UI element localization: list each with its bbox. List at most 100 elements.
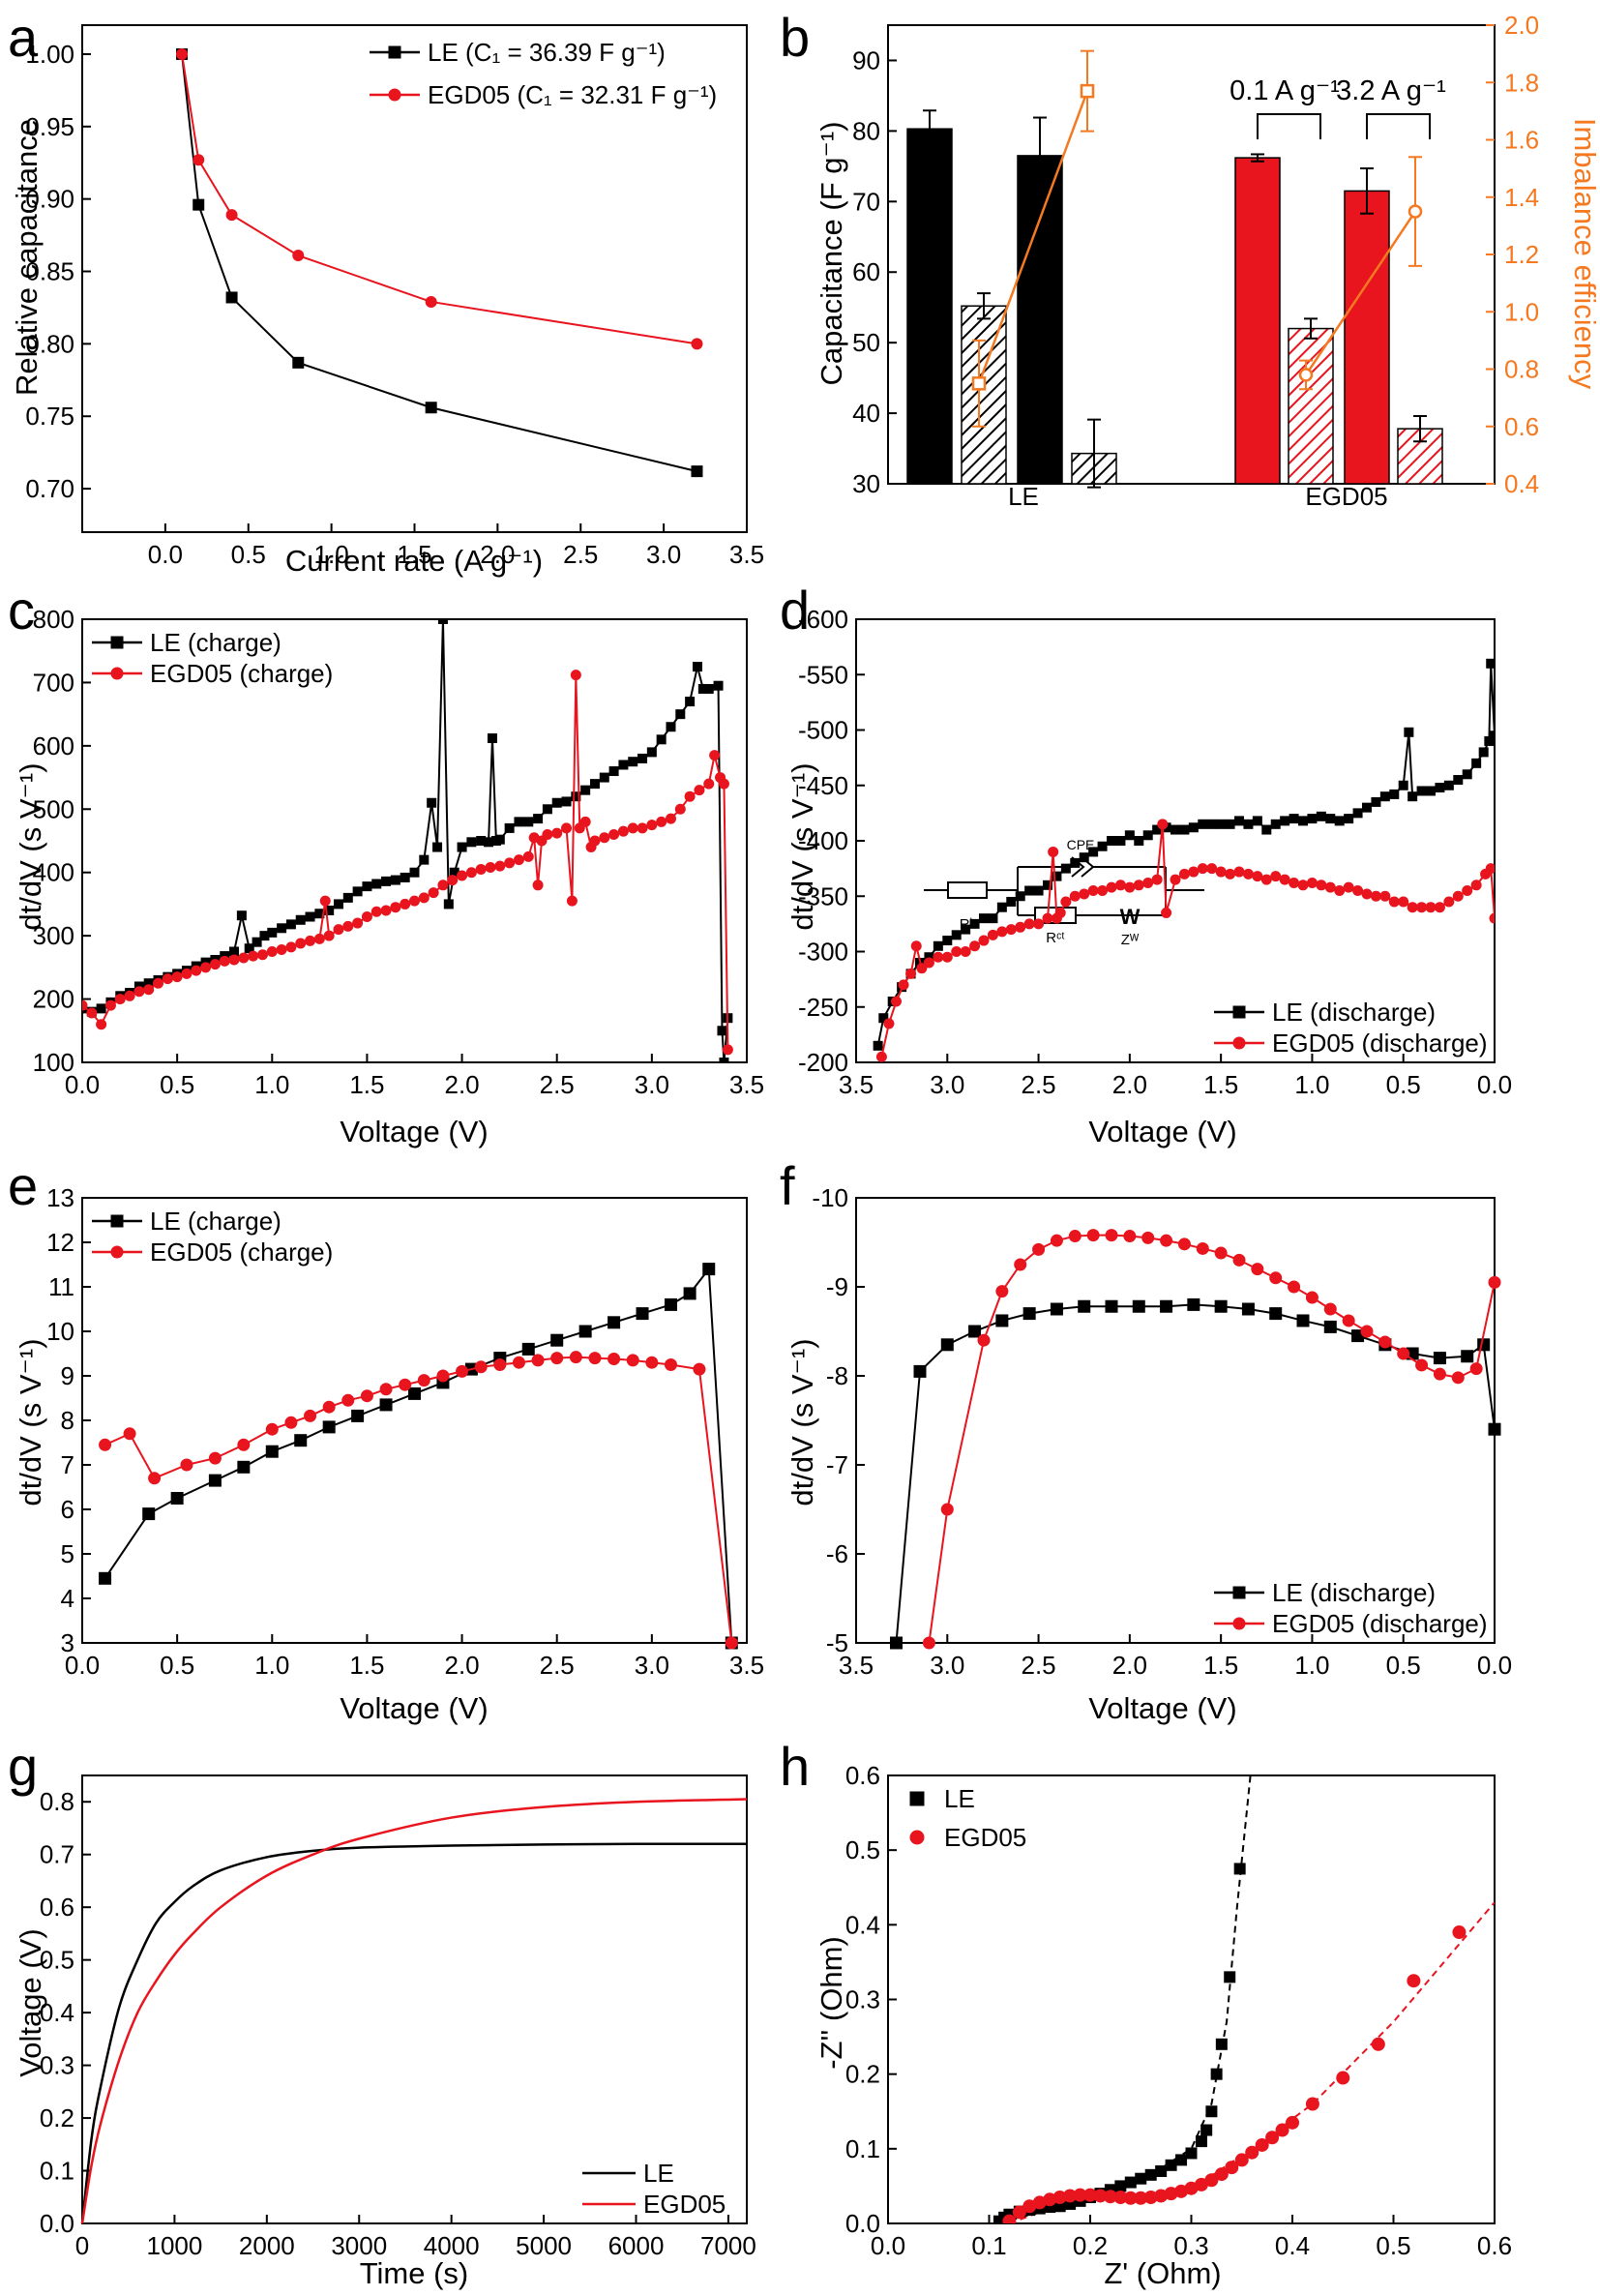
data-point-d <box>1188 822 1199 833</box>
data-point-f <box>1014 1258 1027 1271</box>
legend-entry-g: EGD05 <box>643 2190 726 2219</box>
x-tick-label-e: 1.5 <box>349 1651 384 1680</box>
data-point-c <box>618 760 629 770</box>
y-tick-label-h: 0.2 <box>845 2060 880 2089</box>
data-point-d <box>1152 824 1163 835</box>
data-point-d <box>1470 880 1482 891</box>
data-point-a <box>193 198 205 211</box>
data-point-e <box>123 1427 136 1441</box>
legend-entry-a: LE (C₁ = 36.39 F g⁻¹) <box>428 38 666 67</box>
data-point-f <box>1397 1347 1410 1360</box>
y-tick-label-a: 0.75 <box>25 402 74 431</box>
data-point-h <box>1194 2177 1208 2192</box>
data-point-imbalance-le <box>971 376 987 391</box>
data-point-d <box>1124 881 1136 893</box>
data-point-c <box>457 842 467 852</box>
data-point-d <box>1079 852 1089 863</box>
data-point-c <box>428 887 439 899</box>
data-point-c <box>504 822 515 833</box>
data-point-h <box>1275 2123 1289 2137</box>
data-point-d <box>1389 789 1400 799</box>
data-point-d <box>1170 824 1180 835</box>
data-point-d <box>1225 819 1235 829</box>
data-point-c <box>656 734 667 745</box>
y2-tick-label-b: 1.4 <box>1504 183 1539 212</box>
data-point-c <box>333 924 344 936</box>
data-point-c <box>443 899 454 909</box>
data-point-c <box>342 892 353 903</box>
data-point-e <box>725 1636 738 1650</box>
data-point-d <box>1260 874 1272 885</box>
data-point-h <box>1204 2173 1219 2188</box>
data-point-e <box>265 1422 279 1436</box>
y-tick-label-e: 7 <box>61 1450 74 1479</box>
x-tick-label-d: 0.5 <box>1386 1070 1421 1099</box>
x-tick-label-g: 5000 <box>516 2231 572 2260</box>
data-point-f <box>940 1503 954 1516</box>
data-point-d <box>1242 868 1254 880</box>
data-point-c <box>114 994 126 1005</box>
data-point-d <box>1352 885 1364 897</box>
data-point-d <box>1352 808 1363 819</box>
y-tick-label-g: 0.4 <box>40 1998 74 2027</box>
data-point-e <box>417 1374 430 1387</box>
data-point-h <box>1286 2115 1299 2130</box>
data-point-d <box>883 1018 895 1029</box>
data-point-c <box>427 797 437 808</box>
data-point-d <box>1435 783 1445 793</box>
data-point-d <box>1334 816 1345 826</box>
data-point-legend-f <box>1232 1586 1246 1599</box>
series-line-g <box>80 1798 748 2224</box>
data-point-d <box>1107 836 1116 846</box>
x-tick-label-f: 1.0 <box>1294 1651 1329 1680</box>
data-point-d <box>1070 857 1081 868</box>
data-point-c <box>551 797 562 808</box>
y-tick-label-g: 0.8 <box>40 1787 74 1816</box>
data-point-c <box>295 938 307 949</box>
data-point-d <box>1343 881 1354 893</box>
data-point-c <box>485 861 496 873</box>
data-point-d <box>1161 907 1172 918</box>
data-point-e <box>607 1353 621 1366</box>
data-point-d <box>1490 731 1495 741</box>
data-point-f <box>1123 1230 1137 1243</box>
panel-label-h: h <box>780 1736 810 1797</box>
x-tick-label-g: 2000 <box>239 2231 295 2260</box>
data-point-c <box>523 817 534 827</box>
y-tick-label-a: 0.95 <box>25 112 74 141</box>
data-point-legend-e <box>110 1214 124 1228</box>
data-point-d <box>1015 921 1026 933</box>
data-point-c <box>646 747 657 758</box>
legend-entry-e: EGD05 (charge) <box>150 1237 333 1267</box>
y-tick-label-d: -250 <box>798 993 848 1022</box>
data-point-d <box>1170 874 1181 885</box>
data-point-d <box>961 924 971 935</box>
y-tick-label-c: 300 <box>33 921 74 950</box>
data-point-f <box>922 1636 935 1650</box>
data-point-h <box>1144 2168 1157 2181</box>
ylabel-c: dt/dV (s V⁻¹) <box>14 762 47 930</box>
data-point-d <box>1060 896 1072 908</box>
data-point-d <box>996 926 1008 938</box>
data-point-c <box>267 927 278 938</box>
data-point-d <box>1043 880 1052 890</box>
data-point-f <box>1378 1335 1392 1349</box>
data-point-c <box>628 757 638 767</box>
data-point-c <box>419 854 430 865</box>
data-point-d <box>1252 871 1263 882</box>
data-point-c <box>409 895 420 907</box>
data-point-a <box>225 209 238 222</box>
panel-label-d: d <box>780 580 810 641</box>
data-point-c <box>86 1007 98 1019</box>
data-point-d <box>941 951 953 963</box>
data-point-e <box>493 1358 507 1371</box>
data-point-d <box>1054 907 1066 918</box>
data-point-legend-h <box>909 1791 925 1806</box>
data-point-c <box>532 880 544 891</box>
data-point-e <box>99 1571 112 1585</box>
data-point-d <box>1252 816 1262 826</box>
data-point-c <box>143 984 155 996</box>
data-point-h <box>1214 2167 1229 2182</box>
data-point-c <box>104 999 116 1011</box>
x-tick-label-c: 1.5 <box>349 1070 384 1099</box>
